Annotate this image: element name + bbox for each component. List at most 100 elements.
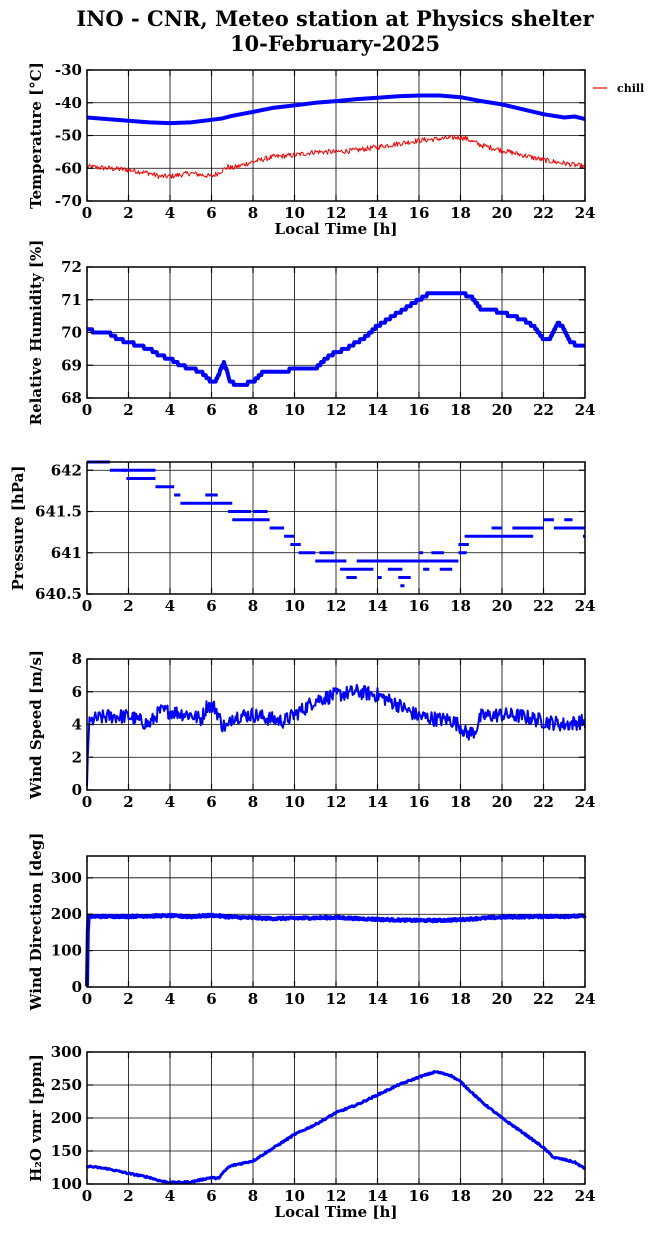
series-1 — [86, 683, 586, 787]
series-line — [85, 912, 587, 987]
x-tick-label: 10 — [284, 597, 305, 615]
x-tick-label: 0 — [82, 401, 92, 419]
x-tick-label: 16 — [409, 204, 430, 222]
y-tick-label: 71 — [61, 291, 82, 309]
y-axis-label: H₂O vmr [ppm] — [27, 1054, 45, 1182]
y-tick-label: 100 — [51, 1175, 82, 1193]
x-tick-label: 2 — [123, 597, 133, 615]
x-tick-label: 22 — [533, 597, 554, 615]
x-tick-label: 12 — [326, 793, 347, 811]
x-tick-label: 8 — [248, 597, 258, 615]
x-tick-label: 12 — [326, 597, 347, 615]
x-tick-label: 16 — [409, 401, 430, 419]
panel-1: 0 2 4 6 8 10 12 14 16 18 20 22 24-70-60-50-40-30Temp… — [27, 61, 644, 238]
x-tick-label: 18 — [450, 793, 471, 811]
x-tick-label: 2 — [123, 793, 133, 811]
y-tick-label: 300 — [51, 1043, 82, 1061]
x-tick-label: 14 — [367, 597, 388, 615]
x-tick-label: 24 — [575, 401, 596, 419]
y-tick-label: 100 — [51, 942, 82, 960]
y-axis-label: Temperature [°C] — [27, 62, 45, 209]
y-tick-label: 641 — [51, 544, 82, 562]
x-tick-label: 24 — [575, 204, 596, 222]
chart-panels: 0 2 4 6 8 10 12 14 16 18 20 22 24-70-60-50-40-30Temp… — [9, 61, 644, 1221]
x-tick-label: 20 — [492, 204, 513, 222]
y-tick-label: 300 — [51, 869, 82, 887]
x-tick-label: 6 — [206, 793, 216, 811]
x-tick-label: 4 — [165, 204, 175, 222]
y-tick-label: 0 — [72, 781, 82, 799]
legend: chill — [593, 82, 644, 95]
y-tick-label: -40 — [55, 94, 82, 112]
x-tick-label: 2 — [123, 401, 133, 419]
x-tick-label: 20 — [492, 793, 513, 811]
x-tick-label: 12 — [326, 401, 347, 419]
x-tick-label: 14 — [367, 793, 388, 811]
x-tick-label: 14 — [367, 990, 388, 1008]
x-tick-label: 14 — [367, 1187, 388, 1205]
x-tick-label: 20 — [492, 597, 513, 615]
y-tick-label: 0 — [72, 978, 82, 996]
panel-6: 0 2 4 6 8 10 12 14 16 18 20 22 24100150200250300H₂O … — [27, 1043, 595, 1221]
y-tick-label: 200 — [51, 1109, 82, 1127]
panel-3: 0 2 4 6 8 10 12 14 16 18 20 22 24640.5641641.5642Pre… — [9, 460, 595, 615]
x-tick-label: 16 — [409, 990, 430, 1008]
x-tick-label: 4 — [165, 793, 175, 811]
x-axis-label: Local Time [h] — [275, 1203, 398, 1221]
y-tick-label: 72 — [61, 258, 82, 276]
series-line — [86, 93, 586, 126]
x-tick-label: 10 — [284, 990, 305, 1008]
x-tick-label: 4 — [165, 990, 175, 1008]
x-tick-label: 10 — [284, 401, 305, 419]
x-tick-label: 22 — [533, 793, 554, 811]
y-tick-label: 6 — [72, 683, 82, 701]
y-tick-label: 250 — [51, 1076, 82, 1094]
x-tick-label: 22 — [533, 990, 554, 1008]
y-tick-label: 68 — [61, 389, 82, 407]
x-tick-label: 24 — [575, 990, 596, 1008]
x-tick-label: 20 — [492, 990, 513, 1008]
x-tick-label: 12 — [326, 204, 347, 222]
x-tick-label: 4 — [165, 1187, 175, 1205]
x-tick-label: 18 — [450, 990, 471, 1008]
y-tick-label: 70 — [61, 324, 82, 342]
x-tick-label: 0 — [82, 793, 92, 811]
y-axis-label: Relative Humidity [%] — [27, 240, 45, 426]
x-tick-label: 14 — [367, 401, 388, 419]
x-tick-label: 18 — [450, 401, 471, 419]
x-tick-label: 0 — [82, 597, 92, 615]
series-1 — [85, 291, 587, 387]
x-tick-label: 2 — [123, 1187, 133, 1205]
x-tick-label: 8 — [248, 1187, 258, 1205]
x-tick-label: 10 — [284, 1187, 305, 1205]
y-tick-label: -50 — [55, 127, 82, 145]
y-tick-label: -70 — [55, 192, 82, 210]
y-tick-label: 69 — [61, 356, 82, 374]
series-line — [85, 291, 587, 387]
x-tick-label: 6 — [206, 597, 216, 615]
y-tick-label: 2 — [72, 748, 82, 766]
y-tick-label: 642 — [51, 461, 82, 479]
x-tick-label: 6 — [206, 401, 216, 419]
x-tick-label: 20 — [492, 401, 513, 419]
series-1 — [85, 912, 587, 987]
y-tick-label: 200 — [51, 905, 82, 923]
x-tick-label: 8 — [248, 793, 258, 811]
x-tick-label: 6 — [206, 1187, 216, 1205]
series-1 — [87, 460, 585, 588]
x-tick-label: 24 — [575, 1187, 596, 1205]
y-axis-label: Wind Speed [m/s] — [27, 650, 45, 800]
series-2 — [86, 134, 586, 180]
x-tick-label: 8 — [248, 401, 258, 419]
x-tick-label: 14 — [367, 204, 388, 222]
series-1 — [86, 93, 586, 126]
y-axis-label: Pressure [hPa] — [9, 466, 27, 591]
y-tick-label: -60 — [55, 159, 82, 177]
x-tick-label: 20 — [492, 1187, 513, 1205]
x-tick-label: 16 — [409, 1187, 430, 1205]
x-tick-label: 18 — [450, 597, 471, 615]
x-tick-label: 2 — [123, 204, 133, 222]
